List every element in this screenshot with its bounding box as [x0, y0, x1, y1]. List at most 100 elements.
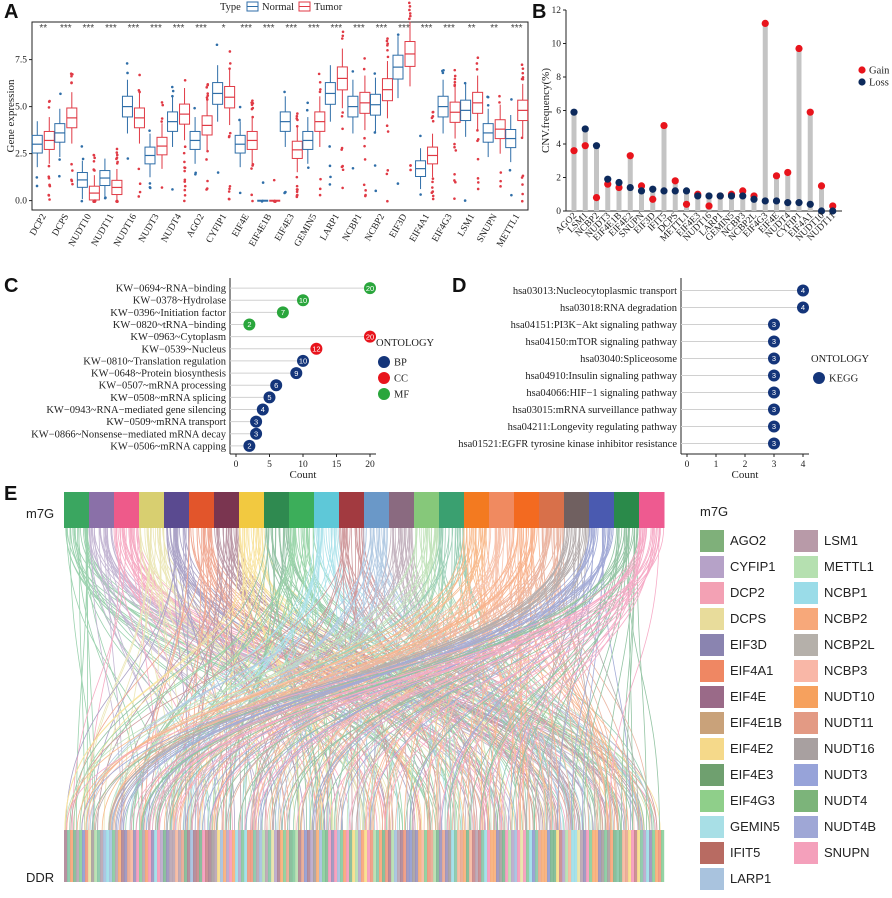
loss-point: [682, 187, 691, 195]
ddr-stripe: [463, 830, 467, 882]
outlier-point: [137, 167, 141, 171]
outlier-point: [476, 177, 480, 180]
ddr-stripe: [64, 830, 68, 882]
flow-link: [129, 527, 233, 831]
legend-swatch-ncbp3: [794, 660, 818, 682]
ddr-stripe: [343, 830, 347, 882]
ddr-stripe: [403, 830, 407, 882]
flow-link: [203, 527, 319, 831]
ddr-stripe: [148, 830, 152, 882]
outlier-point: [205, 98, 209, 101]
ddr-stripe: [655, 830, 659, 882]
outlier-point: [386, 37, 389, 40]
top-node-eif4e2: [239, 492, 265, 528]
ddr-stripe: [574, 830, 578, 882]
outlier-point: [385, 39, 389, 43]
outlier-point: [47, 175, 51, 178]
significance-label: ***: [443, 23, 455, 34]
flow-link: [163, 527, 465, 831]
flow-link: [69, 527, 267, 831]
outlier-point: [182, 151, 186, 155]
flow-link: [368, 527, 524, 831]
ddr-stripe: [286, 830, 290, 882]
ddr-stripe: [649, 830, 653, 882]
term-label: KW−0539~Nucleus: [141, 344, 226, 355]
ddr-stripe: [520, 830, 524, 882]
outlier-point: [295, 114, 299, 118]
legend-swatch-nudt4b: [794, 816, 818, 838]
flow-link: [108, 527, 426, 831]
outlier-point: [238, 191, 242, 195]
outlier-point: [486, 103, 490, 107]
x-tick-label: 4: [801, 460, 806, 470]
flow-link: [538, 527, 618, 831]
flow-link: [125, 527, 454, 831]
flow-link: [236, 527, 640, 831]
ddr-stripe: [601, 830, 605, 882]
ddr-stripe: [559, 830, 563, 882]
ddr-stripe: [616, 830, 620, 882]
x-tick-label: EIF4E3: [273, 212, 297, 243]
outlier-point: [431, 177, 435, 180]
outlier-point: [430, 191, 434, 194]
flow-link: [608, 527, 660, 831]
outlier-point: [295, 194, 299, 197]
legend-label-larp1: LARP1: [730, 871, 771, 886]
flow-link: [225, 527, 228, 831]
outlier-point: [115, 153, 119, 157]
flow-link: [163, 527, 464, 831]
outlier-point: [431, 180, 434, 184]
count-label: 4: [801, 303, 805, 312]
flow-link: [146, 527, 596, 831]
ddr-stripe: [388, 830, 392, 882]
flow-link: [479, 527, 619, 831]
ddr-stripe: [538, 830, 542, 882]
outlier-point: [170, 85, 174, 89]
term-label: KW−0508~mRNA splicing: [110, 393, 226, 404]
term-dot: [263, 391, 276, 404]
outlier-point: [138, 90, 141, 94]
top-node-ifit5: [339, 492, 365, 528]
top-node-gemin5: [314, 492, 340, 528]
ddr-stripe: [202, 830, 206, 882]
flow-link: [473, 527, 498, 831]
flow-link: [86, 527, 152, 831]
ddr-stripe: [79, 830, 83, 882]
legend-label-ncbp2l: NCBP2L: [824, 637, 875, 652]
flow-link: [163, 527, 216, 831]
outlier-point: [215, 43, 219, 47]
flow-link: [187, 527, 225, 831]
outlier-point: [318, 187, 322, 191]
outlier-point: [408, 12, 412, 15]
flow-link: [412, 527, 642, 831]
flow-link: [172, 527, 210, 831]
outlier-point: [341, 168, 345, 172]
term-label: hsa03040:Spliceosome: [580, 354, 677, 365]
ddr-stripe: [127, 830, 131, 882]
outlier-point: [364, 194, 367, 198]
flow-link: [271, 527, 455, 831]
ddr-stripe: [94, 830, 98, 882]
term-dot: [297, 354, 309, 367]
loss-point: [750, 195, 758, 203]
term-dot: [276, 306, 289, 319]
flow-link: [81, 527, 519, 831]
outlier-point: [374, 189, 378, 193]
outlier-point: [284, 190, 287, 194]
ddr-stripe: [511, 830, 515, 882]
flow-link: [81, 527, 614, 831]
loss-point: [581, 125, 589, 133]
outlier-point: [148, 185, 152, 189]
ddr-stripe: [112, 830, 116, 882]
flow-link: [446, 527, 655, 831]
flow-link: [190, 527, 581, 831]
flow-link: [419, 527, 641, 831]
ddr-stripe: [517, 830, 521, 882]
legend-swatch-eif4e1b: [700, 712, 724, 734]
ddr-stripe: [436, 830, 440, 882]
outlier-point: [407, 1, 411, 5]
outlier-point: [386, 44, 389, 47]
flow-link: [562, 527, 602, 831]
ddr-stripe: [418, 830, 422, 882]
